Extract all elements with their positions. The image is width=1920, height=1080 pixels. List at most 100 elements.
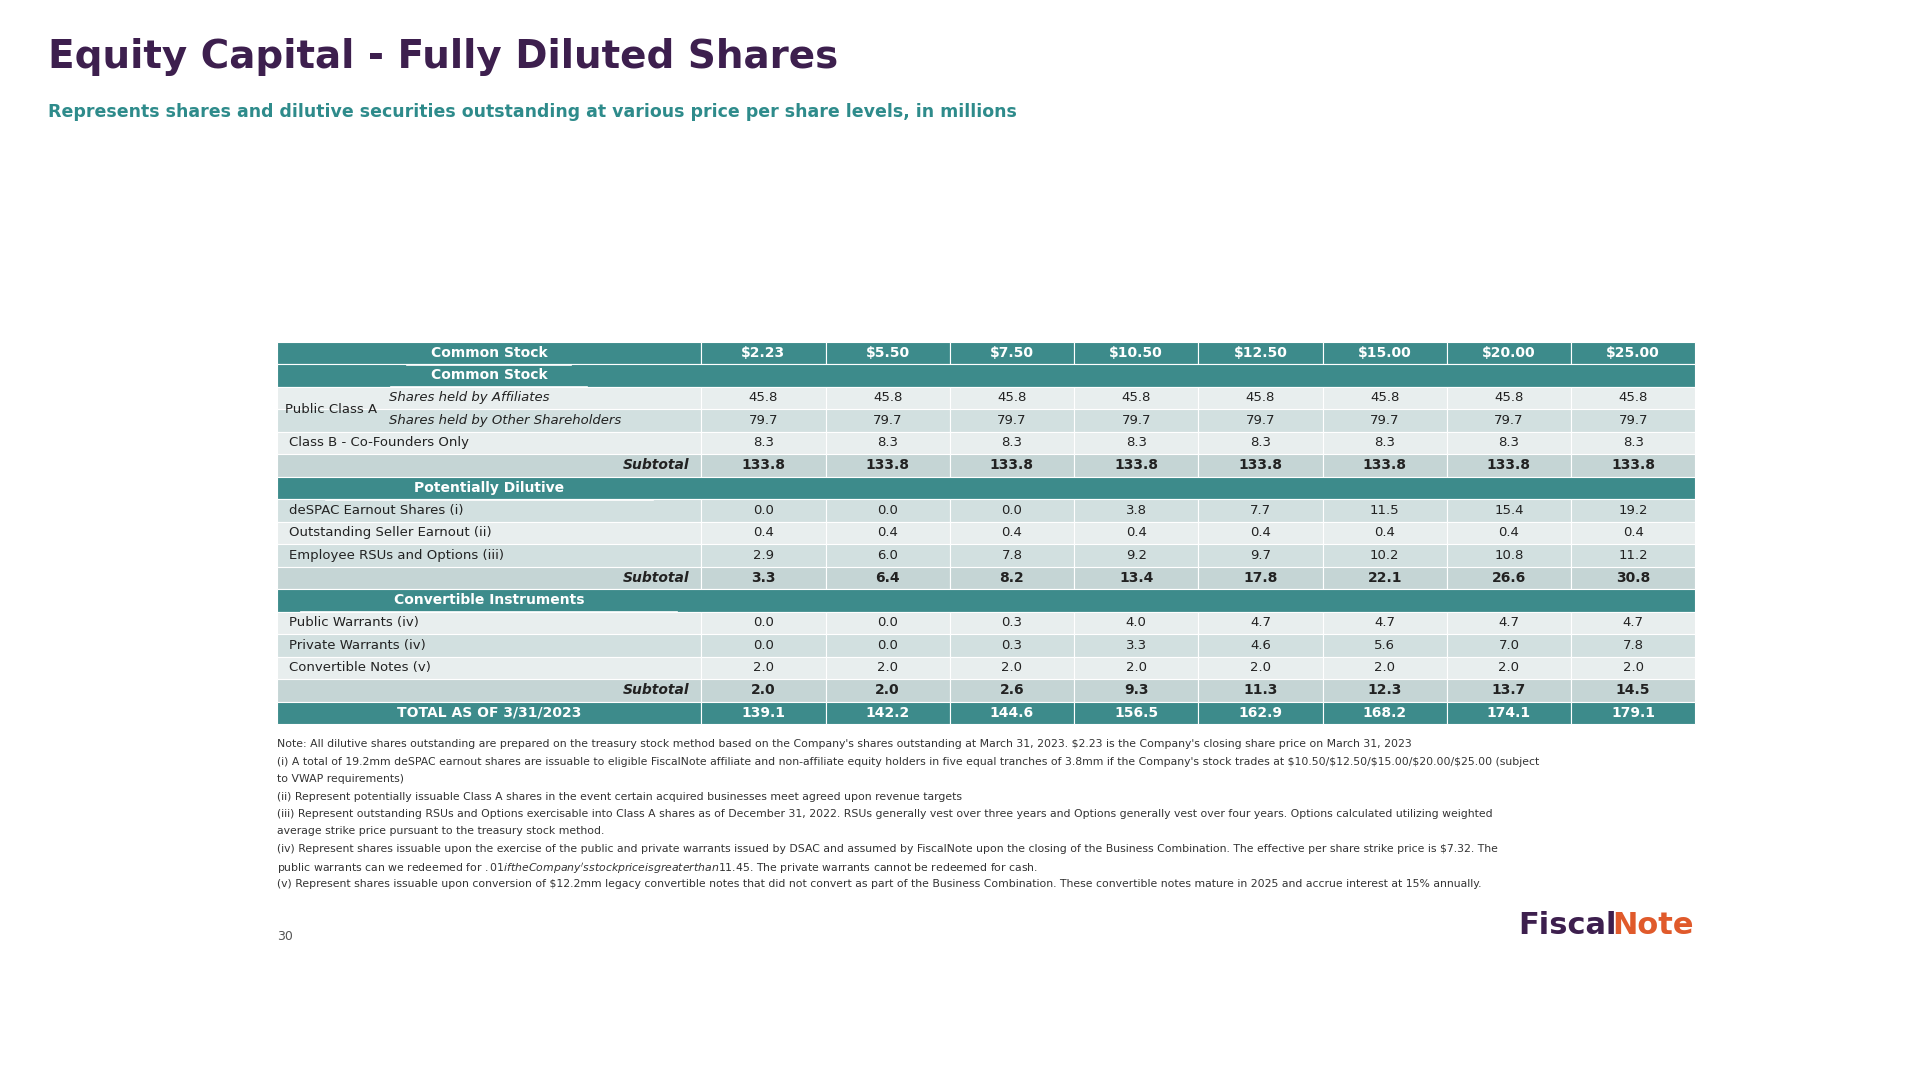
Bar	[950, 657, 1073, 679]
Text: 19.2: 19.2	[1619, 504, 1647, 517]
Bar	[1448, 567, 1571, 590]
Bar	[1323, 409, 1448, 432]
Bar	[1448, 634, 1571, 657]
Text: Subtotal: Subtotal	[622, 458, 689, 472]
Text: 2.0: 2.0	[1002, 661, 1021, 674]
Text: $5.50: $5.50	[866, 346, 910, 360]
Bar	[276, 679, 701, 702]
Text: (v) Represent shares issuable upon conversion of $12.2mm legacy convertible note: (v) Represent shares issuable upon conve…	[276, 879, 1482, 889]
Text: average strike price pursuant to the treasury stock method.: average strike price pursuant to the tre…	[276, 826, 605, 837]
Bar	[1198, 702, 1323, 725]
Bar	[701, 432, 826, 455]
Text: $7.50: $7.50	[991, 346, 1033, 360]
Text: 13.4: 13.4	[1119, 571, 1154, 585]
Text: $12.50: $12.50	[1233, 346, 1286, 360]
Bar	[701, 634, 826, 657]
Text: 0.4: 0.4	[1622, 526, 1644, 539]
Text: 4.6: 4.6	[1250, 639, 1271, 652]
Text: Shares held by Affiliates: Shares held by Affiliates	[388, 391, 549, 404]
Text: 9.2: 9.2	[1125, 549, 1146, 562]
Text: 2.0: 2.0	[1375, 661, 1396, 674]
Bar	[950, 341, 1073, 364]
Text: $20.00: $20.00	[1482, 346, 1536, 360]
Bar	[701, 544, 826, 567]
Text: 2.0: 2.0	[1125, 661, 1146, 674]
Bar	[276, 657, 701, 679]
Text: 8.3: 8.3	[1622, 436, 1644, 449]
Text: 79.7: 79.7	[1494, 414, 1524, 427]
Text: 22.1: 22.1	[1367, 571, 1402, 585]
Text: 30.8: 30.8	[1617, 571, 1651, 585]
Bar	[1571, 387, 1695, 409]
Text: 3.3: 3.3	[751, 571, 776, 585]
Bar	[276, 387, 701, 409]
Text: 4.7: 4.7	[1498, 617, 1519, 630]
Text: 6.0: 6.0	[877, 549, 899, 562]
Text: 133.8: 133.8	[991, 458, 1033, 472]
Text: Public Warrants (iv): Public Warrants (iv)	[290, 617, 419, 630]
Bar	[276, 341, 701, 364]
Bar	[826, 702, 950, 725]
Bar	[950, 611, 1073, 634]
Text: 79.7: 79.7	[1619, 414, 1647, 427]
Bar	[701, 387, 826, 409]
Text: Shares held by Other Shareholders: Shares held by Other Shareholders	[388, 414, 620, 427]
Text: 2.0: 2.0	[753, 661, 774, 674]
Text: 12.3: 12.3	[1367, 684, 1402, 698]
Bar	[950, 634, 1073, 657]
Bar	[701, 341, 826, 364]
Bar	[276, 567, 701, 590]
Bar	[826, 387, 950, 409]
Bar	[826, 432, 950, 455]
Bar	[1073, 455, 1198, 476]
Text: 2.6: 2.6	[1000, 684, 1023, 698]
Text: Fiscal: Fiscal	[1519, 912, 1617, 941]
Bar	[701, 611, 826, 634]
Bar	[1448, 455, 1571, 476]
Text: 79.7: 79.7	[1246, 414, 1275, 427]
Bar	[950, 567, 1073, 590]
Bar	[701, 499, 826, 522]
Bar	[1198, 679, 1323, 702]
Text: 0.0: 0.0	[877, 639, 899, 652]
Bar	[1198, 409, 1323, 432]
Bar	[1571, 634, 1695, 657]
Text: 3.3: 3.3	[1125, 639, 1146, 652]
Bar	[1198, 567, 1323, 590]
Bar	[1448, 657, 1571, 679]
Text: 8.3: 8.3	[1125, 436, 1146, 449]
Bar	[1571, 522, 1695, 544]
Text: (iv) Represent shares issuable upon the exercise of the public and private warra: (iv) Represent shares issuable upon the …	[276, 843, 1498, 854]
Text: 2.0: 2.0	[877, 661, 899, 674]
Bar	[1448, 387, 1571, 409]
Text: 8.2: 8.2	[1000, 571, 1023, 585]
Bar	[826, 499, 950, 522]
Bar	[826, 634, 950, 657]
Text: (ii) Represent potentially issuable Class A shares in the event certain acquired: (ii) Represent potentially issuable Clas…	[276, 792, 962, 801]
Text: Convertible Instruments: Convertible Instruments	[394, 593, 584, 607]
Text: 0.3: 0.3	[1002, 617, 1021, 630]
Bar	[950, 455, 1073, 476]
Bar	[1323, 499, 1448, 522]
Text: 8.3: 8.3	[1250, 436, 1271, 449]
Text: 45.8: 45.8	[1494, 391, 1524, 404]
Text: 133.8: 133.8	[1486, 458, 1530, 472]
Text: 0.0: 0.0	[753, 639, 774, 652]
Text: 0.4: 0.4	[1250, 526, 1271, 539]
Bar	[826, 611, 950, 634]
Bar	[1571, 341, 1695, 364]
Bar	[1571, 499, 1695, 522]
Text: 4.7: 4.7	[1250, 617, 1271, 630]
Bar	[1571, 702, 1695, 725]
Bar	[1448, 611, 1571, 634]
Text: 8.3: 8.3	[1002, 436, 1021, 449]
Bar	[701, 455, 826, 476]
Text: $15.00: $15.00	[1357, 346, 1411, 360]
Text: 79.7: 79.7	[996, 414, 1027, 427]
Text: Common Stock: Common Stock	[430, 346, 547, 360]
Bar	[1323, 522, 1448, 544]
Bar	[826, 409, 950, 432]
Text: 156.5: 156.5	[1114, 706, 1158, 720]
Bar	[1448, 341, 1571, 364]
Text: Note: Note	[1613, 912, 1693, 941]
